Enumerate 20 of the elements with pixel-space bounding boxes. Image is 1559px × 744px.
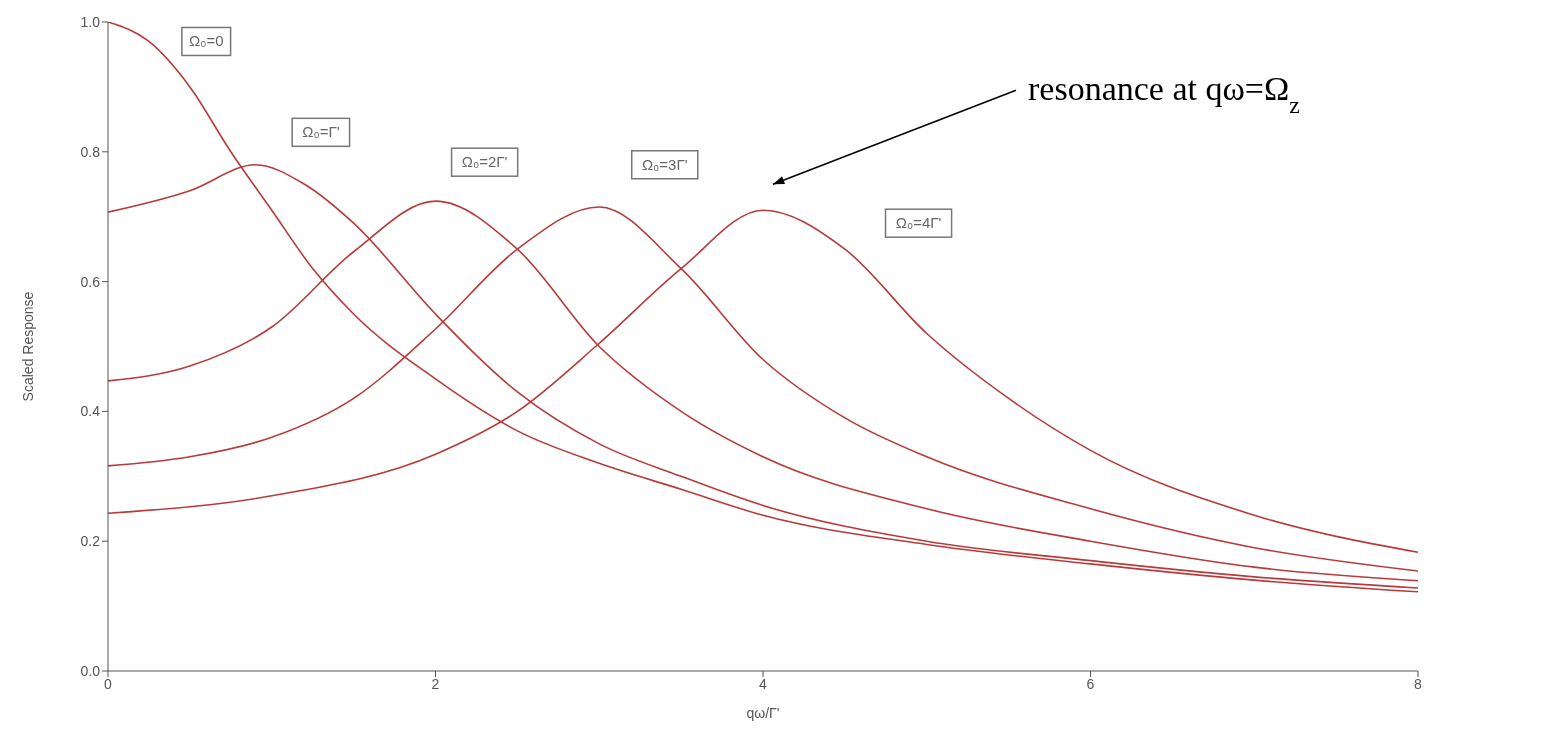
line-series (108, 22, 1418, 593)
annotation: resonance at qω=Ω$_{z}$ (1028, 70, 1300, 119)
annotation: Ω₀=0 (188, 32, 224, 50)
annotation: Ω₀=4Γ' (895, 214, 942, 232)
annotation: Ω₀=2Γ' (461, 153, 508, 171)
y-tick-label: 0.4 (80, 403, 101, 420)
x-tick-label: 6 (1086, 675, 1095, 692)
x-axis-title: qω/Γ' (746, 705, 780, 721)
annotation: Ω₀=Γ' (302, 123, 340, 141)
y-tick-label: 0.0 (80, 662, 101, 679)
x-tick-label: 2 (431, 675, 440, 692)
y-tick-label: 0.2 (80, 533, 101, 550)
x-tick-label: 0 (104, 675, 113, 692)
annotation: Ω₀=3Γ' (641, 155, 688, 173)
x-tick-label: 4 (759, 675, 768, 692)
y-tick-label: 1.0 (80, 13, 101, 30)
y-axis-title: Scaled Response (19, 291, 36, 402)
x-tick-label: 8 (1414, 675, 1423, 692)
y-tick-label: 0.6 (80, 273, 101, 290)
y-tick-label: 0.8 (80, 143, 101, 160)
